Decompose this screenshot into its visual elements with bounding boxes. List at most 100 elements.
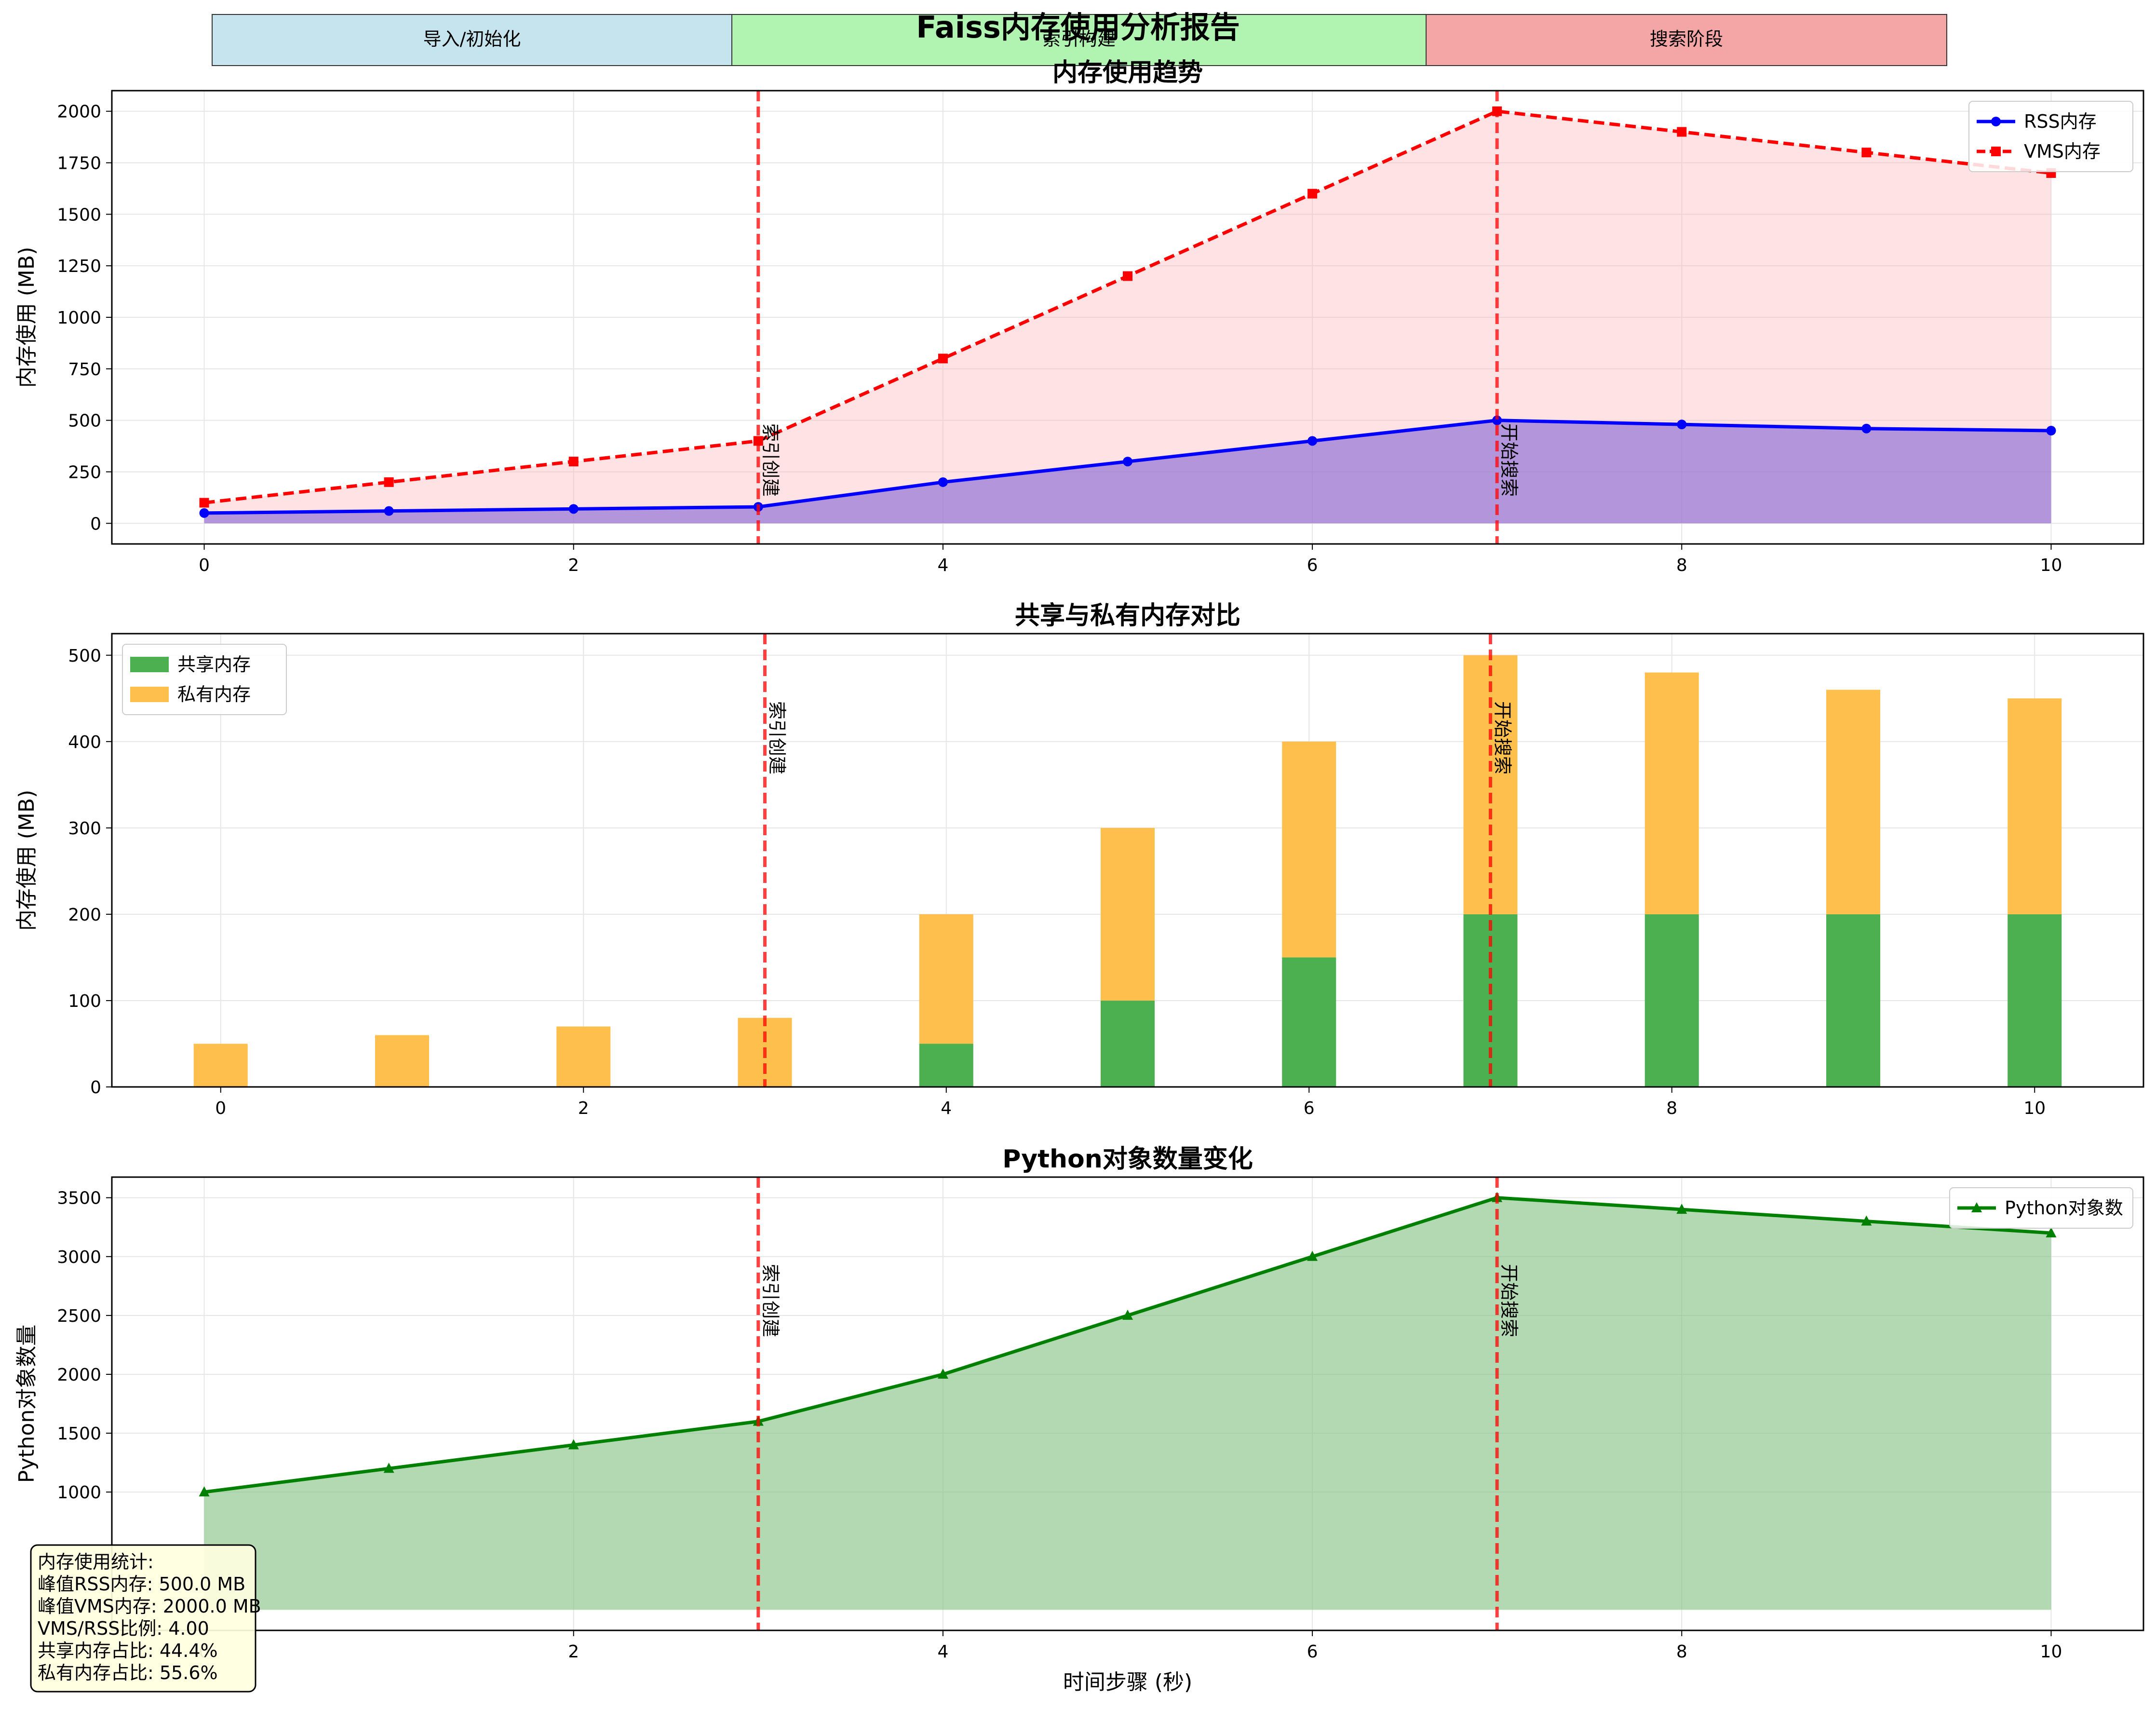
stats-line: VMS/RSS比例: 4.00	[38, 1618, 209, 1639]
y-tick-label: 250	[68, 462, 101, 482]
phase-label: 导入/初始化	[423, 28, 521, 50]
x-tick-label: 4	[937, 556, 948, 575]
legend-swatch	[130, 687, 169, 702]
phase-segment	[212, 14, 732, 66]
axes-frame	[111, 633, 2144, 1088]
x-tick-label: 8	[1676, 1642, 1687, 1662]
legend-label: RSS内存	[2024, 111, 2097, 132]
x-tick-label: 6	[1304, 1099, 1315, 1118]
legend-box	[1949, 1187, 2133, 1229]
y-tick-label: 2000	[57, 1365, 101, 1385]
python-objects-chart: 索引创建开始搜索0246810100015002000250030003500P…	[14, 1145, 2144, 1695]
x-tick-label: 10	[2040, 556, 2062, 575]
private-bar	[919, 914, 973, 1044]
event-lines: 索引创建 开始搜索	[756, 1177, 1520, 1630]
python-point	[199, 1486, 210, 1497]
x-tick-label: 0	[199, 556, 210, 575]
python-point	[2046, 1227, 2057, 1237]
event-label: 索引创建	[760, 423, 781, 497]
private-bar	[193, 1044, 248, 1087]
legend-label: 私有内存	[177, 684, 251, 705]
event-lines: 索引创建 开始搜索	[756, 91, 1520, 544]
event-label: 开始搜索	[1498, 423, 1520, 497]
vms-point	[1123, 271, 1132, 281]
private-bar	[1644, 672, 1699, 914]
ticks: 0246810100015002000250030003500	[57, 1189, 2062, 1662]
phase-bar: 导入/初始化 索引构建 搜索阶段	[212, 14, 1947, 66]
phase-segment	[731, 14, 1427, 66]
y-axis-label: 内存使用 (MB)	[14, 790, 39, 931]
rss-area	[204, 420, 2051, 524]
python-point	[1861, 1215, 1872, 1226]
private-bar	[1101, 827, 1155, 1001]
vms-area	[204, 111, 2051, 524]
y-tick-label: 2500	[57, 1306, 101, 1326]
vms-point	[938, 353, 948, 364]
event-label: 索引创建	[760, 1264, 781, 1337]
y-tick-label: 1750	[57, 154, 101, 174]
phase-label: 索引构建	[1042, 28, 1116, 50]
y-tick-label: 300	[68, 819, 101, 839]
vms-point	[1307, 189, 1318, 199]
x-tick-label: 10	[2023, 1099, 2046, 1118]
x-tick-label: 6	[1307, 1642, 1318, 1662]
python-point	[383, 1463, 394, 1473]
x-tick-label: 10	[2040, 1642, 2062, 1662]
legend-swatch	[130, 657, 169, 672]
y-tick-label: 500	[68, 411, 101, 431]
plot-area	[199, 1192, 2057, 1610]
panel-title: 内存使用趋势	[1052, 58, 1203, 87]
y-tick-label: 3500	[57, 1189, 101, 1208]
y-tick-label: 400	[68, 732, 101, 752]
legend-label: 共享内存	[177, 654, 251, 675]
y-axis-label: 内存使用 (MB)	[14, 247, 39, 388]
private-bar	[556, 1026, 611, 1087]
y-tick-label: 200	[68, 905, 101, 925]
x-tick-label: 2	[568, 556, 579, 575]
phase-label: 搜索阶段	[1650, 28, 1723, 50]
legend-marker	[1971, 1202, 1982, 1212]
python-area	[204, 1197, 2051, 1610]
rss-point	[199, 508, 209, 518]
python-point	[1122, 1309, 1133, 1320]
y-tick-label: 0	[90, 514, 101, 534]
y-axis-label: Python对象数量	[14, 1325, 39, 1483]
rss-point	[938, 477, 948, 487]
plot-area	[193, 655, 2062, 1087]
rss-point	[1677, 420, 1687, 430]
shared-bar	[919, 1044, 973, 1087]
shared-bar	[1282, 957, 1336, 1087]
y-tick-label: 1500	[57, 1424, 101, 1444]
stats-line: 共享内存占比: 44.4%	[38, 1640, 218, 1661]
shared-bar	[1644, 914, 1699, 1087]
stats-line: 峰值RSS内存: 500.0 MB	[38, 1573, 245, 1595]
figure-title: Faiss内存使用分析报告	[916, 10, 1240, 45]
vms-point	[199, 498, 209, 508]
legend-marker	[1991, 147, 2001, 156]
vms-point	[1861, 148, 1872, 158]
y-tick-label: 500	[68, 646, 101, 666]
python-point	[1307, 1250, 1318, 1261]
y-tick-label: 2000	[57, 102, 101, 122]
legend-box	[1968, 101, 2133, 172]
y-tick-label: 750	[68, 360, 101, 380]
ticks: 0 2 4 6 8 10 0 250 500 750 1000 1250 1500 1750 2000	[57, 102, 2062, 575]
rss-point	[1861, 423, 1872, 434]
vms-point	[568, 457, 579, 467]
y-tick-label: 100	[68, 991, 101, 1011]
shared-bar	[1826, 914, 1880, 1087]
private-bar	[2008, 698, 2062, 914]
phase-segment	[1426, 14, 1947, 66]
private-bar	[1282, 741, 1336, 958]
stats-line: 私有内存占比: 55.6%	[38, 1662, 218, 1683]
x-tick-label: 0	[215, 1099, 226, 1118]
axes-frame	[111, 1176, 2144, 1631]
vms-point	[384, 477, 394, 487]
stats-box-bg	[30, 1544, 256, 1693]
y-tick-label: 1250	[57, 257, 101, 276]
